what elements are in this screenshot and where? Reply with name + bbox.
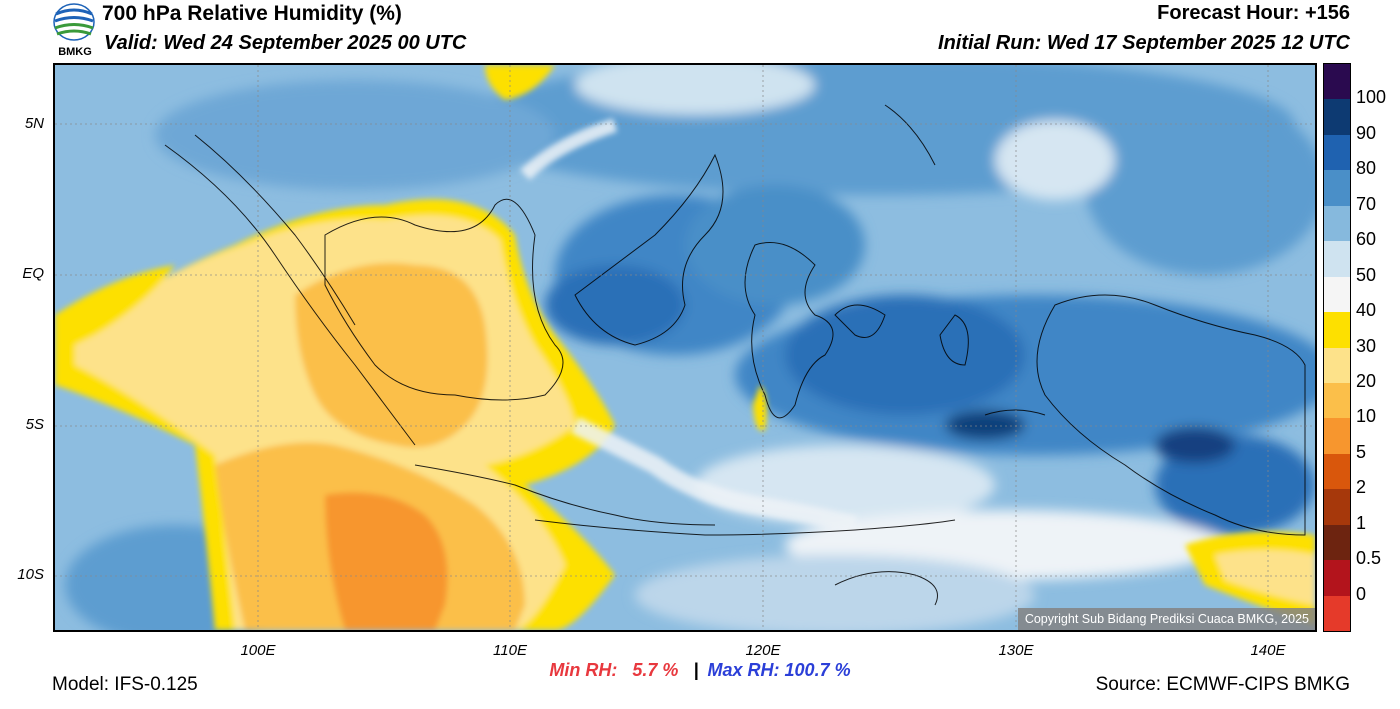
- colorbar-segment: [1324, 276, 1350, 313]
- colorbar-label: 0.5: [1356, 548, 1382, 569]
- forecast-hour: Forecast Hour: +156: [1157, 2, 1350, 24]
- colorbar-segment: [1324, 453, 1350, 490]
- colorbar-label: 30: [1356, 335, 1377, 356]
- coastlines: [164, 104, 1306, 606]
- initial-run: Initial Run: Wed 17 September 2025 12 UT…: [938, 32, 1350, 54]
- colorbar-label: 20: [1356, 370, 1377, 391]
- colorbar-label: 50: [1356, 264, 1377, 285]
- max-rh-value: 100.7 %: [784, 660, 851, 680]
- model-label: Model: IFS-0.125: [52, 674, 198, 695]
- valid-time: Valid: Wed 24 September 2025 00 UTC: [104, 32, 467, 54]
- source-label: Source: ECMWF-CIPS BMKG: [1095, 674, 1350, 695]
- lon-label-120e: 120E: [745, 642, 781, 659]
- lat-label-5n: 5N: [24, 115, 44, 132]
- lon-label-140e: 140E: [1250, 642, 1286, 659]
- min-rh-label: Min RH:: [549, 660, 618, 680]
- colorbar-label: 60: [1356, 229, 1377, 250]
- lat-label-eq: EQ: [22, 265, 44, 282]
- colorbar-label: 80: [1356, 158, 1377, 179]
- colorbar-segment: [1324, 595, 1350, 631]
- colorbar-label: 0: [1356, 583, 1367, 604]
- colorbar-segment: [1324, 524, 1350, 561]
- lat-label-10s: 10S: [17, 566, 44, 583]
- humidity-field: [55, 65, 1315, 630]
- colorbar-segment: [1324, 170, 1350, 206]
- map-title: 700 hPa Relative Humidity (%): [102, 2, 402, 25]
- rh-stats: Min RH: 5.7 % | Max RH: 100.7 %: [0, 660, 1400, 681]
- graticule: [55, 65, 1315, 630]
- lon-label-100e: 100E: [240, 642, 276, 659]
- colorbar-label: 5: [1356, 441, 1367, 462]
- humidity-map: Copyright Sub Bidang Prediksi Cuaca BMKG…: [53, 63, 1317, 632]
- colorbar-segment: [1324, 99, 1350, 135]
- colorbar-segment: [1324, 347, 1350, 383]
- colorbar-segment: [1324, 382, 1350, 419]
- colorbar-segment: [1324, 312, 1350, 348]
- max-rh-label: Max RH:: [707, 660, 780, 680]
- colorbar-label: 2: [1356, 477, 1367, 498]
- min-rh-value: 5.7 %: [632, 660, 679, 680]
- stats-separator: |: [693, 660, 699, 680]
- logo-text: BMKG: [58, 46, 92, 58]
- colorbar-label: 1: [1356, 512, 1367, 533]
- lon-label-110e: 110E: [493, 642, 527, 659]
- colorbar-label: 10: [1356, 406, 1377, 427]
- colorbar-segment: [1324, 489, 1350, 525]
- colorbar-segment: [1324, 134, 1350, 171]
- colorbar-segment: [1324, 560, 1350, 596]
- colorbar-segment: [1324, 64, 1350, 100]
- colorbar-segment: [1324, 418, 1350, 454]
- colorbar-segment: [1324, 205, 1350, 242]
- lon-label-130e: 130E: [998, 642, 1034, 659]
- colorbar-label: 40: [1356, 300, 1377, 321]
- colorbar-segment: [1324, 241, 1350, 277]
- bmkg-logo: BMKG: [52, 2, 98, 60]
- colorbar: [1323, 63, 1351, 632]
- copyright-notice: Copyright Sub Bidang Prediksi Cuaca BMKG…: [1017, 608, 1315, 630]
- colorbar-label: 70: [1356, 193, 1377, 214]
- colorbar-label: 100: [1356, 87, 1387, 108]
- colorbar-label: 90: [1356, 122, 1377, 143]
- lat-label-5s: 5S: [25, 416, 44, 433]
